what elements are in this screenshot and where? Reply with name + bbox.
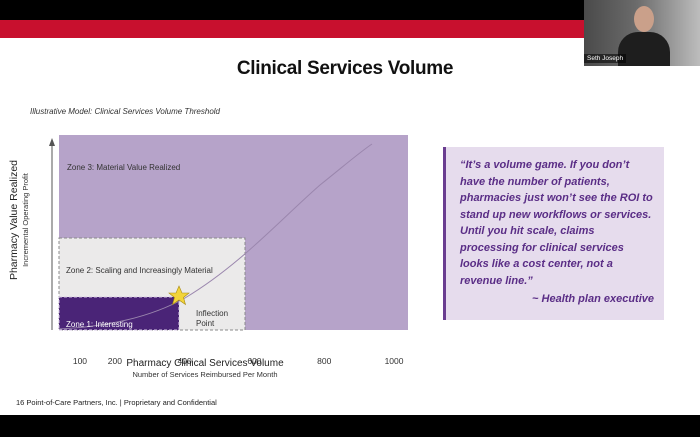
volume-threshold-chart: Zone 3: Material Value Realized Zone 2: … [49, 135, 408, 365]
participant-video-tile[interactable]: Seth Joseph [584, 0, 700, 66]
y-axis-arrow [49, 138, 55, 146]
inflection-label-line1: Inflection [196, 309, 228, 318]
bottom-black-bar [0, 415, 700, 437]
chart-subtitle: Illustrative Model: Clinical Services Vo… [30, 107, 220, 116]
top-black-bar [0, 0, 700, 20]
x-tick-label: 400 [178, 356, 192, 365]
x-tick-label: 200 [108, 356, 122, 365]
zone-1-label-line2: but Unsustainable [66, 330, 131, 339]
zone-3-label: Zone 3: Material Value Realized [67, 163, 180, 172]
x-axis-label: Pharmacy Clinical Services Volume Number… [115, 358, 295, 379]
inflection-label-line2: Point [196, 319, 215, 328]
x-axis-title: Pharmacy Clinical Services Volume [126, 358, 284, 369]
participant-head [634, 6, 654, 32]
slide-header-bar [0, 20, 700, 38]
x-tick-label: 100 [73, 356, 87, 365]
inflection-star-icon [168, 285, 190, 306]
x-axis-subtitle: Number of Services Reimbursed Per Month [132, 370, 278, 379]
x-tick-label: 600 [247, 356, 261, 365]
zone-2-label: Zone 2: Scaling and Increasingly Materia… [66, 266, 213, 275]
x-tick-label: 800 [317, 356, 331, 365]
zone-1-region [58, 296, 180, 331]
quote-callout: “It’s a volume game. If you don’t have t… [443, 147, 664, 320]
zone-1-label-line1: Zone 1: Interesting [66, 320, 133, 329]
participant-name-label: Seth Joseph [584, 54, 627, 63]
x-tick-label: 1000 [385, 356, 404, 365]
slide-footer: 16 Point-of-Care Partners, Inc. | Propri… [16, 398, 217, 407]
y-axis-label: Pharmacy Value Realized Incremental Oper… [8, 140, 30, 300]
participant-body [618, 32, 670, 66]
quote-attribution: ~ Health plan executive [532, 293, 654, 305]
slide-title: Clinical Services Volume [236, 58, 454, 79]
quote-text: “It’s a volume game. If you don’t have t… [460, 159, 653, 287]
x-axis-ticks: 100 200 400 600 800 1000 [73, 356, 404, 365]
value-curve [58, 143, 373, 330]
presentation-slide: Clinical Services Volume Illustrative Mo… [0, 20, 700, 415]
y-axis-subtitle: Incremental Operating Profit [21, 173, 30, 267]
y-axis-title: Pharmacy Value Realized [8, 159, 20, 281]
